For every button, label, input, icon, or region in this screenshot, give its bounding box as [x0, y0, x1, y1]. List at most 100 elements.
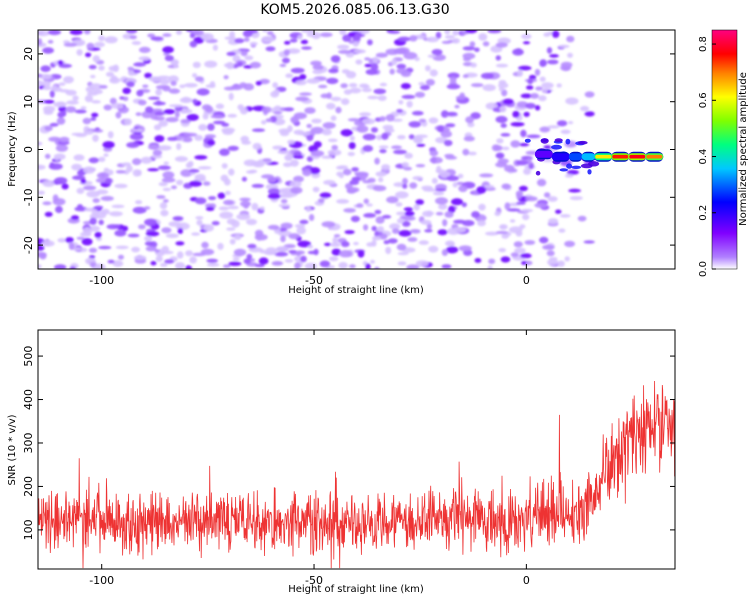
- noise-blob: [126, 142, 140, 148]
- noise-blob: [204, 134, 217, 139]
- noise-blob: [379, 116, 386, 122]
- noise-blob: [38, 264, 42, 269]
- noise-blob: [215, 103, 225, 110]
- noise-blob: [160, 262, 168, 267]
- noise-blob: [144, 218, 158, 226]
- noise-blob: [278, 203, 291, 208]
- noise-blob: [208, 196, 217, 201]
- signal-halo: [524, 138, 531, 143]
- noise-blob: [407, 237, 418, 242]
- noise-blob: [415, 199, 425, 205]
- noise-blob: [244, 55, 254, 61]
- noise-blob: [189, 32, 196, 39]
- noise-blob: [181, 96, 191, 103]
- noise-blob: [161, 177, 176, 183]
- noise-blob: [427, 54, 437, 58]
- noise-blob: [364, 63, 373, 68]
- noise-blob: [501, 233, 510, 239]
- noise-blob: [183, 132, 198, 137]
- noise-blob: [132, 206, 147, 214]
- noise-blob: [566, 169, 580, 175]
- noise-blob: [145, 106, 154, 113]
- noise-blob: [363, 213, 376, 218]
- noise-blob: [276, 246, 289, 252]
- noise-blob: [569, 196, 583, 201]
- noise-blob: [326, 102, 336, 110]
- noise-blob: [267, 30, 274, 36]
- noise-blob: [294, 262, 301, 269]
- noise-blob: [548, 218, 559, 225]
- noise-blob: [76, 49, 83, 56]
- noise-blob: [249, 61, 261, 69]
- noise-blob: [324, 242, 332, 247]
- noise-blob: [136, 89, 144, 97]
- noise-blob: [525, 102, 536, 109]
- noise-blob: [280, 193, 294, 198]
- noise-blob: [227, 113, 238, 118]
- noise-blob: [172, 216, 184, 221]
- noise-blob: [168, 88, 181, 94]
- noise-blob: [564, 173, 574, 178]
- signal-core: [595, 154, 612, 159]
- noise-blob: [160, 209, 169, 217]
- noise-blob: [279, 63, 287, 68]
- x-tick-label: -50: [305, 274, 323, 287]
- noise-blob: [42, 201, 52, 206]
- noise-blob: [467, 122, 475, 128]
- noise-blob: [521, 260, 527, 265]
- noise-blob: [297, 240, 312, 248]
- noise-blob: [517, 69, 523, 77]
- noise-blob: [241, 140, 252, 145]
- noise-blob: [389, 223, 401, 230]
- noise-blob: [265, 118, 273, 123]
- noise-blob: [465, 30, 478, 34]
- noise-blob: [158, 182, 168, 187]
- noise-blob: [435, 188, 447, 192]
- noise-blob: [205, 203, 213, 208]
- noise-blob: [189, 40, 198, 48]
- noise-blob: [144, 235, 153, 242]
- snr-x-ticks: -100 -50 0: [89, 330, 530, 587]
- noise-blob: [396, 47, 410, 55]
- noise-blob: [194, 155, 208, 160]
- signal-halo: [551, 144, 562, 150]
- noise-blob: [192, 252, 206, 257]
- noise-blob: [346, 187, 360, 193]
- noise-blob: [69, 30, 83, 35]
- noise-blob: [556, 83, 562, 88]
- noise-blob: [565, 97, 579, 105]
- noise-blob: [373, 88, 387, 95]
- noise-blob: [515, 230, 523, 237]
- noise-blob: [414, 91, 426, 98]
- spectrogram-noise: [38, 30, 595, 269]
- noise-blob: [580, 105, 590, 112]
- noise-blob: [207, 139, 216, 146]
- noise-blob: [318, 198, 325, 204]
- noise-blob: [265, 247, 278, 255]
- noise-blob: [175, 262, 185, 269]
- noise-blob: [555, 209, 562, 214]
- noise-blob: [259, 249, 266, 254]
- noise-blob: [375, 216, 385, 224]
- noise-blob: [444, 153, 455, 158]
- noise-blob: [502, 98, 514, 105]
- noise-blob: [229, 238, 236, 245]
- noise-blob: [567, 52, 573, 58]
- noise-blob: [254, 263, 265, 268]
- noise-blob: [115, 170, 126, 174]
- noise-blob: [534, 68, 541, 76]
- noise-blob: [294, 224, 306, 228]
- noise-blob: [331, 145, 339, 150]
- noise-blob: [388, 30, 401, 34]
- noise-blob: [58, 82, 66, 86]
- noise-blob: [279, 188, 287, 194]
- noise-blob: [92, 198, 100, 204]
- noise-blob: [161, 245, 170, 253]
- noise-blob: [409, 182, 418, 189]
- noise-blob: [204, 60, 218, 68]
- noise-blob: [63, 40, 70, 44]
- noise-blob: [495, 115, 508, 124]
- noise-blob: [211, 221, 220, 226]
- noise-blob: [395, 202, 403, 207]
- noise-blob: [226, 61, 235, 70]
